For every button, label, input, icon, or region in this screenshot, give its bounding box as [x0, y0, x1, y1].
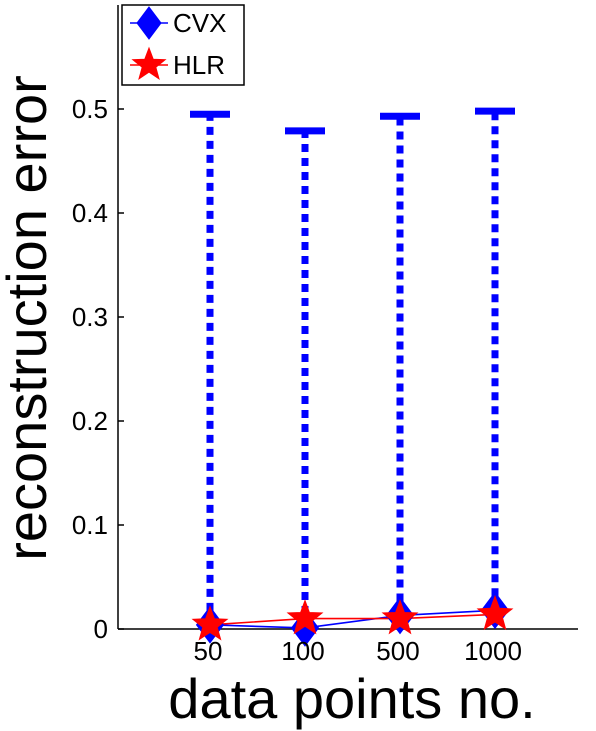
legend-label: HLR	[173, 50, 225, 80]
x-axis-title: data points no.	[168, 667, 535, 730]
star-icon	[286, 599, 324, 635]
legend: CVX HLR	[121, 4, 245, 86]
axes	[117, 5, 578, 630]
series-line-hlr	[209, 613, 496, 626]
y-axis-title: reconstruction error	[0, 75, 58, 561]
series-markers	[191, 591, 514, 647]
error-bars	[190, 107, 515, 628]
star-icon	[131, 46, 167, 80]
y-tick-label: 0.3	[72, 302, 108, 332]
y-tick-label: 0.4	[72, 198, 108, 228]
x-tick-label: 50	[194, 636, 223, 666]
star-icon	[476, 594, 514, 631]
x-tick-label: 500	[376, 636, 419, 666]
x-tick-label: 1000	[464, 636, 522, 666]
star-icon	[191, 605, 229, 641]
star-icon	[381, 599, 419, 635]
legend-label: CVX	[173, 8, 226, 38]
tick-labels: 0 0.1 0.2 0.3 0.4 0.5 50 100 500 1000	[72, 94, 522, 666]
series-line-cvx	[209, 609, 496, 629]
diamond-icon	[136, 6, 162, 40]
series-lines	[209, 609, 496, 629]
y-tick-label: 0.2	[72, 406, 108, 436]
y-tick-label: 0.5	[72, 94, 108, 124]
x-tick-label: 100	[281, 636, 324, 666]
y-tick-label: 0.1	[72, 510, 108, 540]
y-tick-label: 0	[94, 614, 108, 644]
